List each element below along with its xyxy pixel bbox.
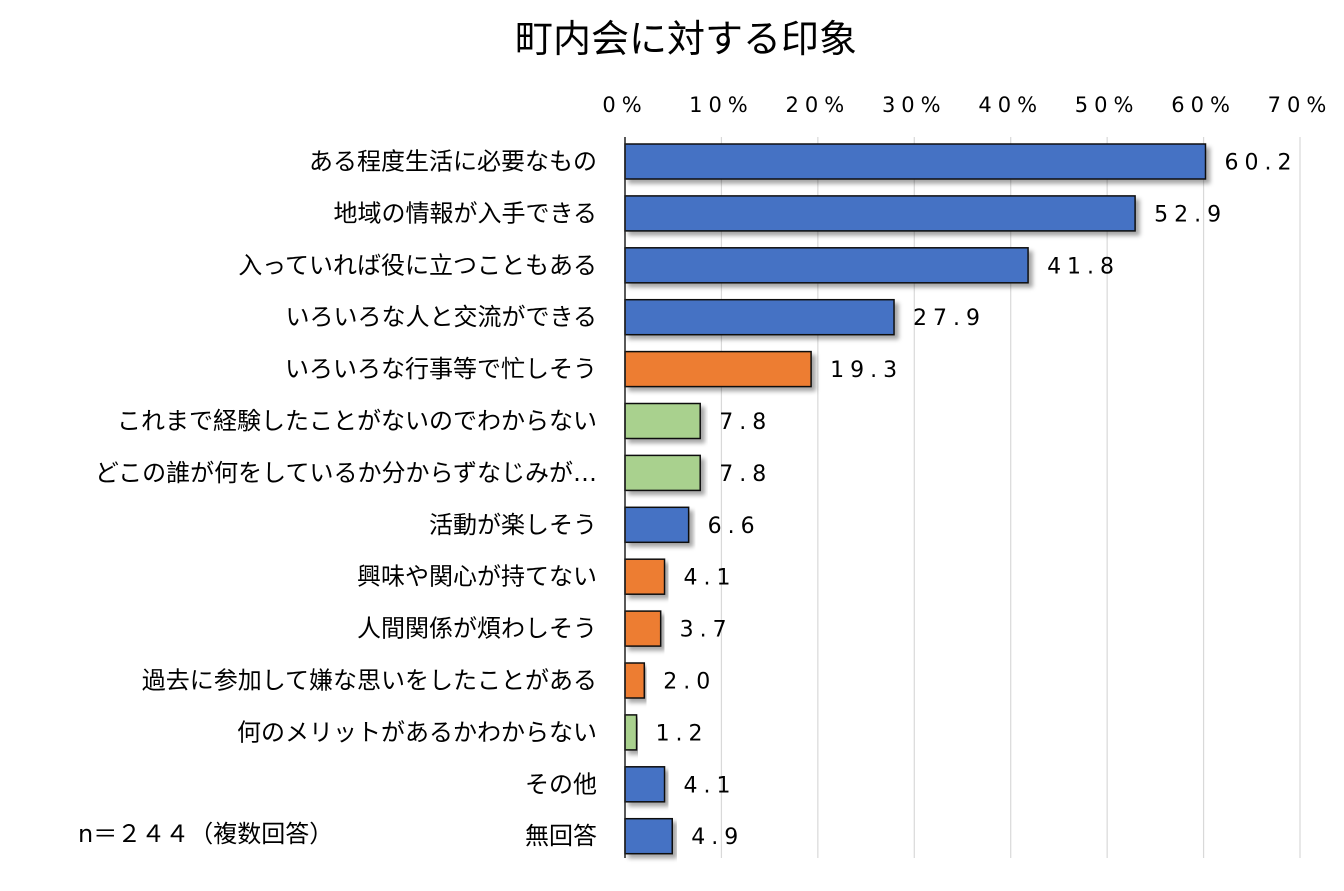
category-label: 興味や関心が持てない [357,563,597,591]
category-label: 人間関係が煩わしそう [357,615,597,643]
value-label: 3.7 [680,618,733,643]
bar [624,402,701,440]
value-label: 6.6 [708,514,761,539]
category-labels: ある程度生活に必要なもの地域の情報が入手できる入っていれば役に立つこともあるいろ… [95,148,597,851]
x-tick-label: 20% [786,93,851,117]
category-label: いろいろな人と交流ができる [285,303,597,331]
x-tick-label: 60% [1171,93,1236,117]
value-label: 4.1 [684,566,737,591]
value-label: 4.1 [684,773,737,798]
bar [624,195,1136,232]
category-label: これまで経験したことがないのでわからない [117,407,597,435]
x-tick-label: 30% [882,93,947,117]
bar [624,714,638,751]
category-label: 入っていれば役に立つこともある [238,251,597,279]
category-label: その他 [525,770,597,798]
bar [624,817,673,855]
category-label: 地域の情報が入手できる [333,199,597,227]
bar [624,143,1207,180]
bar [624,454,701,492]
value-label: 19.3 [830,358,903,383]
category-label: 無回答 [525,822,597,850]
value-label: 27.9 [913,306,986,331]
category-label: ある程度生活に必要なもの [309,148,597,176]
bar [624,506,690,544]
chart-title: 町内会に対する印象 [515,17,857,61]
value-label: 60.2 [1225,151,1298,176]
value-label: 41.8 [1047,254,1120,279]
category-label: 何のメリットがあるかわからない [237,718,597,746]
bar [624,298,895,336]
bar [624,766,666,803]
x-tick-label: 0% [602,93,647,117]
value-label: 7.8 [719,462,772,487]
category-label: 過去に参加して嫌な思いをしたことがある [142,667,597,695]
category-label: 活動が楽しそう [429,511,597,539]
category-label: いろいろな行事等で忙しそう [285,355,597,383]
bar [624,662,646,699]
value-label: 2.0 [663,670,716,695]
sample-note: n＝２４４（複数回答） [78,820,333,848]
bar [624,558,666,595]
value-label: 4.9 [691,825,744,850]
category-label: どこの誰が何をしているか分からずなじみが… [95,459,597,487]
x-tick-label: 40% [978,93,1043,117]
bar [624,350,812,388]
x-axis-ticks: 0% 10% 20% 30% 40% 50% 60% 70% [602,93,1333,117]
value-label: 1.2 [656,721,709,746]
bar [624,247,1029,284]
x-tick-label: 70% [1268,93,1333,117]
x-tick-label: 50% [1075,93,1140,117]
bars [624,143,1207,855]
value-label: 7.8 [719,410,772,435]
x-tick-label: 10% [689,93,754,117]
value-labels: 60.2 52.9 41.8 27.9 19.3 7.8 7.8 6.6 4.1 3.7 2.0 1.… [656,151,1298,851]
value-label: 52.9 [1154,202,1227,227]
bar [624,610,662,647]
gridlines [720,137,1301,858]
